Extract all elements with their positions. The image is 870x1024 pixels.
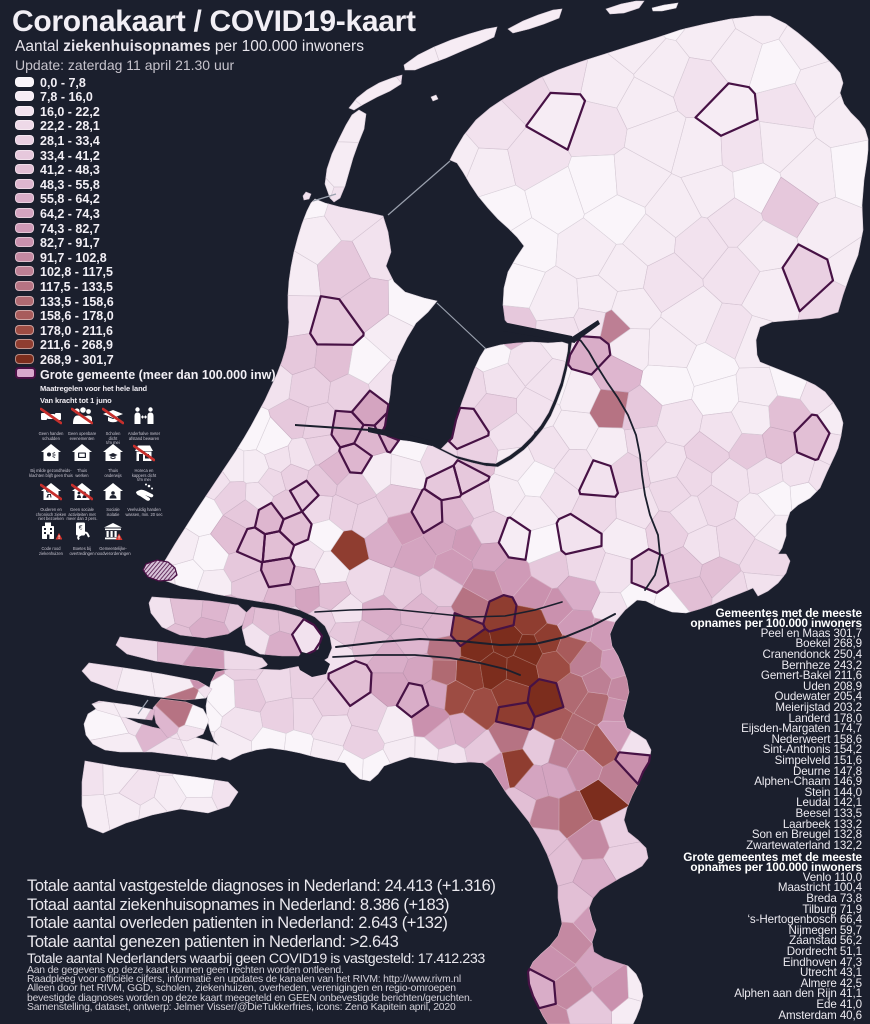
svg-text:€: € <box>79 525 83 532</box>
